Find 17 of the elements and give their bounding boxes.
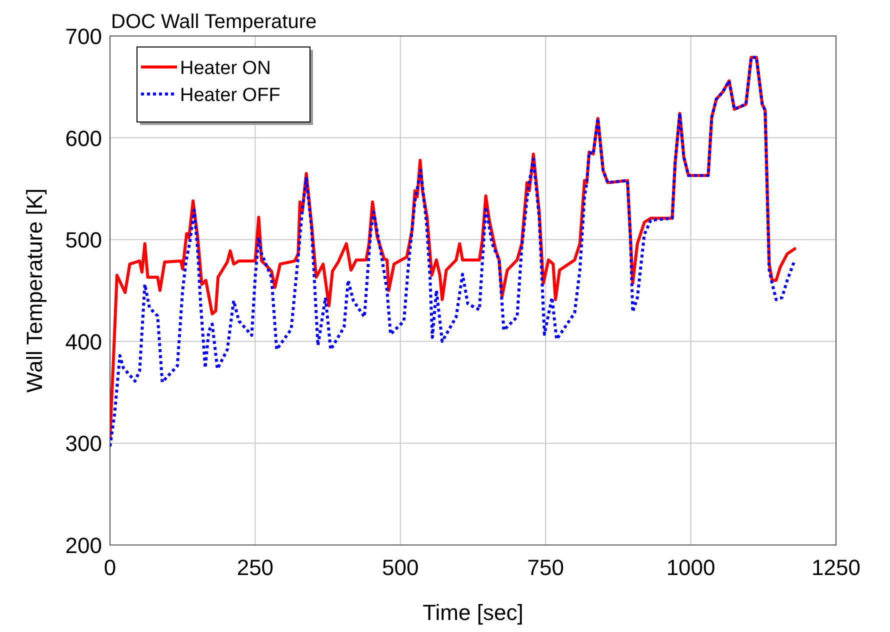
x-tick-label: 0 <box>104 555 116 580</box>
y-tick-label: 700 <box>65 24 102 49</box>
x-tick-label: 250 <box>236 555 274 580</box>
legend-label: Heater ON <box>180 58 271 79</box>
y-tick-label: 600 <box>65 126 102 151</box>
y-tick-label: 200 <box>65 533 102 558</box>
x-axis-title: Time [sec] <box>422 600 524 625</box>
x-tick-label: 750 <box>527 555 564 580</box>
y-tick-label: 500 <box>65 228 102 253</box>
y-tick-label: 300 <box>65 431 102 456</box>
y-axis-title: Wall Temperature [K] <box>22 188 47 393</box>
x-tick-label: 1250 <box>812 555 860 580</box>
chart-title: DOC Wall Temperature <box>111 11 317 33</box>
y-tick-label: 400 <box>65 329 102 354</box>
legend-label: Heater OFF <box>180 85 280 106</box>
x-tick-label: 500 <box>382 555 419 580</box>
x-tick-label: 1000 <box>666 555 716 580</box>
